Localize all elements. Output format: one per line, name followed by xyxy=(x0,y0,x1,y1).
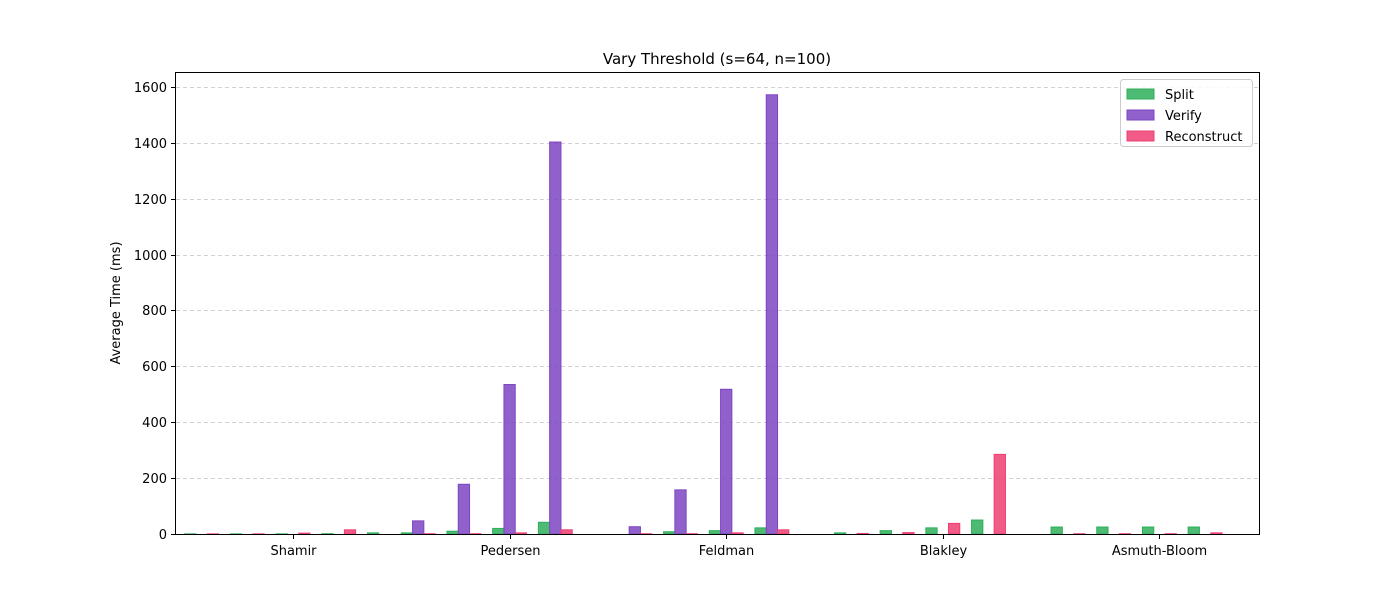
bar-verify xyxy=(503,384,516,535)
bar-layer xyxy=(184,94,1223,535)
bar-verify xyxy=(549,141,562,535)
bar-split xyxy=(537,521,551,535)
y-tick-label: 1600 xyxy=(134,81,167,96)
x-tick-label: Asmuth-Bloom xyxy=(1112,544,1207,559)
y-tick-label: 1200 xyxy=(134,193,167,208)
bar-verify xyxy=(457,483,471,535)
bar-split xyxy=(663,531,676,535)
bar-split xyxy=(366,532,380,535)
legend-swatch-verify xyxy=(1126,109,1155,121)
y-tick-label: 400 xyxy=(142,416,167,431)
bar-reconstruct xyxy=(993,453,1006,535)
tick-layer: 0 200 400 600 800 1000 1200 1400 1600 Shamir Peder… xyxy=(134,81,1207,559)
bar-split xyxy=(754,527,767,535)
bar-split xyxy=(879,530,892,535)
bar-reconstruct xyxy=(298,532,311,535)
grid-layer xyxy=(176,87,1259,479)
bar-reconstruct xyxy=(902,532,915,535)
legend: Split Verify Reconstruct xyxy=(1120,79,1253,147)
bar-reconstruct xyxy=(560,529,573,535)
bar-verify xyxy=(628,526,641,535)
legend-swatch-reconstruct xyxy=(1126,130,1155,142)
y-tick-label: 200 xyxy=(142,472,167,487)
y-tick-label: 600 xyxy=(142,360,167,375)
bar-split xyxy=(1096,526,1109,535)
y-axis-title: Average Time (ms) xyxy=(109,241,124,364)
bar-reconstruct xyxy=(947,522,961,535)
y-tick-label: 0 xyxy=(159,528,167,543)
legend-label-verify: Verify xyxy=(1165,109,1202,124)
y-tick-label: 1400 xyxy=(134,137,167,152)
bar-reconstruct xyxy=(343,529,357,535)
bar-split xyxy=(492,527,505,535)
y-tick-label: 1000 xyxy=(134,249,167,264)
bar-split xyxy=(400,532,414,535)
bar-split xyxy=(446,530,459,535)
x-tick-label: Feldman xyxy=(699,544,755,559)
bar-split xyxy=(833,532,847,535)
x-tick-label: Blakley xyxy=(920,544,968,559)
plot-frame xyxy=(175,72,1260,535)
bar-split xyxy=(1050,526,1063,535)
bar-verify xyxy=(674,489,687,535)
x-tick-label: Shamir xyxy=(270,544,317,559)
y-tick-label: 800 xyxy=(142,304,167,319)
bar-reconstruct xyxy=(514,532,528,535)
bar-split xyxy=(1187,526,1200,535)
bar-split xyxy=(1141,526,1155,535)
bar-verify xyxy=(720,388,733,535)
bar-split xyxy=(971,519,984,535)
bar-split xyxy=(708,530,722,535)
bar-reconstruct xyxy=(777,529,790,535)
legend-label-reconstruct: Reconstruct xyxy=(1165,130,1243,145)
x-tick-label: Pedersen xyxy=(481,544,541,559)
bar-reconstruct xyxy=(856,532,869,535)
bar-split xyxy=(925,527,938,535)
bar-verify xyxy=(412,520,425,535)
bar-reconstruct xyxy=(731,532,744,535)
legend-label-split: Split xyxy=(1165,88,1194,103)
legend-swatch-split xyxy=(1126,88,1155,100)
chart-title: Vary Threshold (s=64, n=100) xyxy=(603,50,831,68)
bar-reconstruct xyxy=(1210,532,1223,535)
bar-verify xyxy=(765,94,779,535)
